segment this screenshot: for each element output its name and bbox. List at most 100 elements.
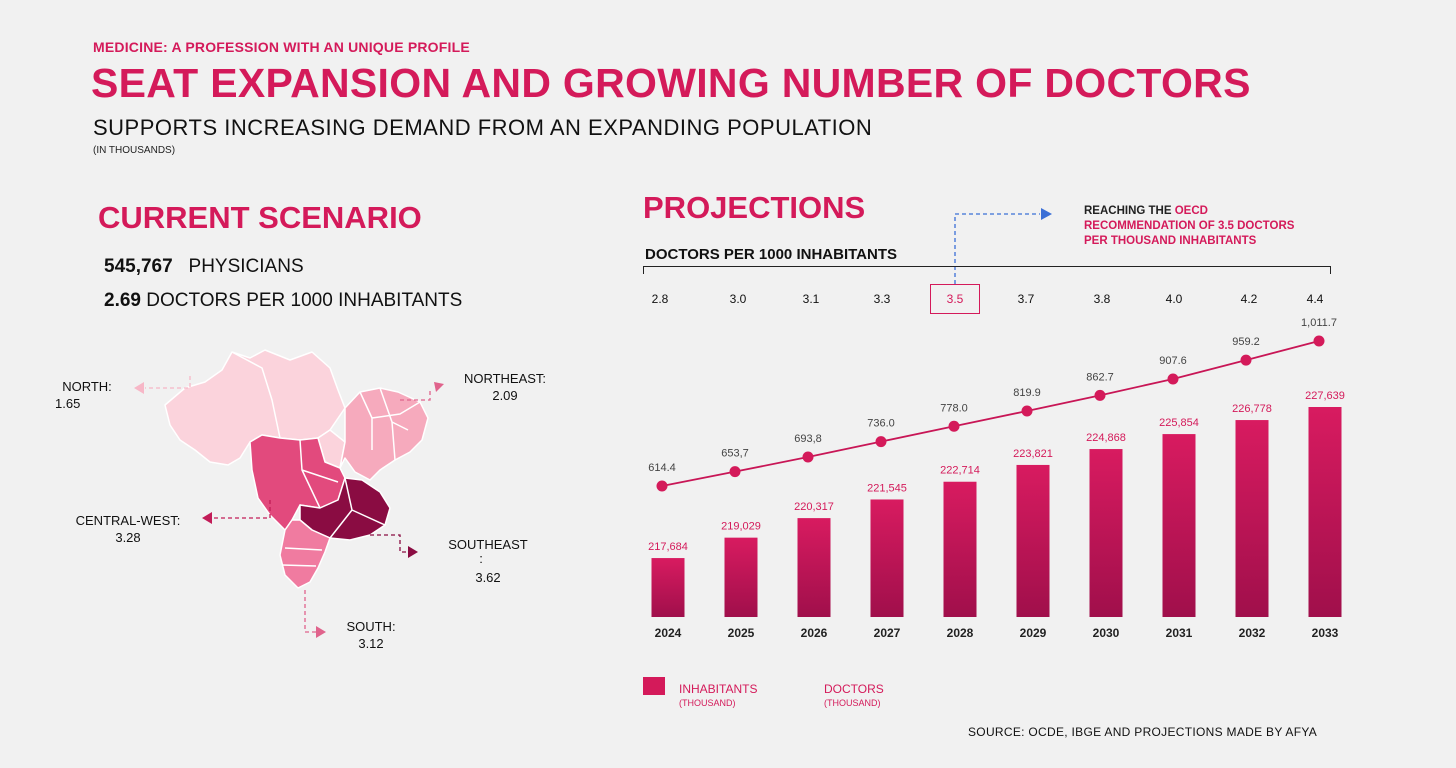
x-tick-2032: 2032 <box>1239 626 1266 640</box>
bar-inhabitants-2028 <box>943 481 977 617</box>
dpk-value-2024: 2.8 <box>651 292 669 306</box>
source-note: SOURCE: OCDE, IBGE AND PROJECTIONS MADE … <box>968 725 1318 739</box>
bar-label-2030: 224,868 <box>1086 432 1126 444</box>
dpk-value-2032: 4.2 <box>1240 292 1258 306</box>
arrow-northeast <box>434 382 444 392</box>
bar-inhabitants-2026 <box>797 518 831 617</box>
oecd-note: REACHING THE OECD RECOMMENDATION OF 3.5 … <box>1084 204 1294 249</box>
page-title: SEAT EXPANSION AND GROWING NUMBER OF DOC… <box>91 60 1251 106</box>
dpk-title: DOCTORS PER 1000 INHABITANTS <box>645 246 897 263</box>
legend-inhabitants-swatch <box>643 677 665 695</box>
callout-south <box>304 590 316 633</box>
legend-doctors-label: DOCTORS <box>824 682 884 696</box>
point-label-2033: 1,011.7 <box>1301 317 1337 329</box>
brazil-map <box>134 349 444 638</box>
dpk-value-2025: 3.0 <box>729 292 747 306</box>
region-southeast: SOUTHEAST : 3.62 <box>438 536 538 586</box>
bar-inhabitants-2025 <box>724 537 758 617</box>
dpk-value-2033: 4.4 <box>1306 292 1324 306</box>
arrow-north <box>134 382 144 394</box>
oecd-highlight-3: PER THOUSAND INHABITANTS <box>1084 235 1257 247</box>
x-tick-2028: 2028 <box>947 626 974 640</box>
point-doctors-2026 <box>802 451 814 463</box>
ratio-value: 2.69 <box>104 290 141 311</box>
legend-inhabitants-label: INHABITANTS <box>679 682 758 696</box>
region-southeast-value: 3.62 <box>475 570 501 585</box>
callout-southeast <box>370 534 408 553</box>
dpk-tick-left <box>643 266 644 274</box>
point-label-2029: 819.9 <box>1013 387 1041 399</box>
dpk-value-2028: 3.5 <box>946 292 964 306</box>
callout-north <box>145 376 191 389</box>
point-doctors-2031 <box>1167 373 1179 385</box>
bar-inhabitants-2030 <box>1089 449 1123 617</box>
bar-inhabitants-2027 <box>870 499 904 617</box>
region-northeast-name: NORTHEAST: <box>463 371 547 386</box>
ratio-label: DOCTORS PER 1000 INHABITANTS <box>146 290 463 311</box>
bar-inhabitants-2031 <box>1162 434 1196 617</box>
x-tick-2033: 2033 <box>1312 626 1339 640</box>
region-central-west-name: CENTRAL-WEST: <box>75 513 181 528</box>
unit-note: (IN THOUSANDS) <box>93 145 176 156</box>
region-southeast-name: SOUTHEAST <box>448 537 528 552</box>
ratio-stat: 2.69 DOCTORS PER 1000 INHABITANTS <box>104 290 462 312</box>
legend-doctors-unit: (THOUSAND) <box>824 698 881 708</box>
point-label-2027: 736.0 <box>867 418 895 430</box>
region-central-west: CENTRAL-WEST: 3.28 <box>73 512 183 546</box>
region-northeast: NORTHEAST: 2.09 <box>455 370 555 404</box>
line-doctors <box>661 340 1320 487</box>
dpk-value-2030: 3.8 <box>1093 292 1111 306</box>
region-northeast-value: 2.09 <box>492 388 518 403</box>
point-label-2032: 959.2 <box>1232 336 1260 348</box>
dpk-value-2026: 3.1 <box>802 292 820 306</box>
projections-title: PROJECTIONS <box>643 190 866 225</box>
arrow-south <box>316 626 326 638</box>
legend-doctors: DOCTORS (THOUSAND) <box>824 682 884 710</box>
point-label-2024: 614.4 <box>648 462 676 474</box>
callout-central-west <box>212 500 271 519</box>
region-central-west-value: 3.28 <box>115 530 141 545</box>
arrow-southeast <box>408 546 418 558</box>
physicians-stat: 545,767 PHYSICIANS <box>104 256 304 278</box>
map-region-central-west-inner <box>299 439 339 509</box>
point-doctors-2024 <box>656 480 668 492</box>
map-region-southeast-inner <box>329 477 386 539</box>
page-subtitle: SUPPORTS INCREASING DEMAND FROM AN EXPAN… <box>93 115 873 140</box>
bar-label-2032: 226,778 <box>1232 403 1272 415</box>
region-south-value: 3.12 <box>358 636 384 651</box>
x-tick-2031: 2031 <box>1166 626 1193 640</box>
x-tick-2030: 2030 <box>1093 626 1120 640</box>
point-label-2031: 907.6 <box>1159 355 1187 367</box>
point-label-2028: 778.0 <box>940 402 968 414</box>
bar-label-2029: 223,821 <box>1013 448 1053 460</box>
bar-label-2033: 227,639 <box>1305 390 1345 402</box>
bar-label-2027: 221,545 <box>867 482 907 494</box>
map-region-north-inner <box>231 351 281 439</box>
oecd-highlight-1: OECD <box>1174 205 1208 217</box>
point-doctors-2033 <box>1313 335 1325 347</box>
bar-label-2031: 225,854 <box>1159 417 1199 429</box>
dpk-value-2027: 3.3 <box>873 292 891 306</box>
bar-label-2025: 219,029 <box>721 521 761 533</box>
point-label-2025: 653,7 <box>721 448 749 460</box>
point-doctors-2029 <box>1021 405 1033 417</box>
region-south-name: SOUTH: <box>346 619 396 634</box>
legend-inhabitants: INHABITANTS (THOUSAND) <box>679 682 757 710</box>
point-doctors-2028 <box>948 420 960 432</box>
x-tick-2024: 2024 <box>655 626 682 640</box>
point-label-2026: 693,8 <box>794 433 822 445</box>
physicians-value: 545,767 <box>104 256 173 277</box>
region-north-value: 1.65 <box>55 396 81 411</box>
bar-inhabitants-2024 <box>651 558 685 617</box>
map-region-south-inner <box>281 547 323 567</box>
region-south: SOUTH: 3.12 <box>336 618 406 652</box>
region-north: NORTH: 1.65 <box>52 378 122 412</box>
point-doctors-2027 <box>875 436 887 448</box>
bar-inhabitants-2032 <box>1235 420 1269 617</box>
bar-inhabitants-2033 <box>1308 407 1342 617</box>
map-region-south <box>279 519 331 589</box>
bar-label-2028: 222,714 <box>940 465 980 477</box>
legend-inhabitants-unit: (THOUSAND) <box>679 698 736 708</box>
point-doctors-2025 <box>729 466 741 478</box>
